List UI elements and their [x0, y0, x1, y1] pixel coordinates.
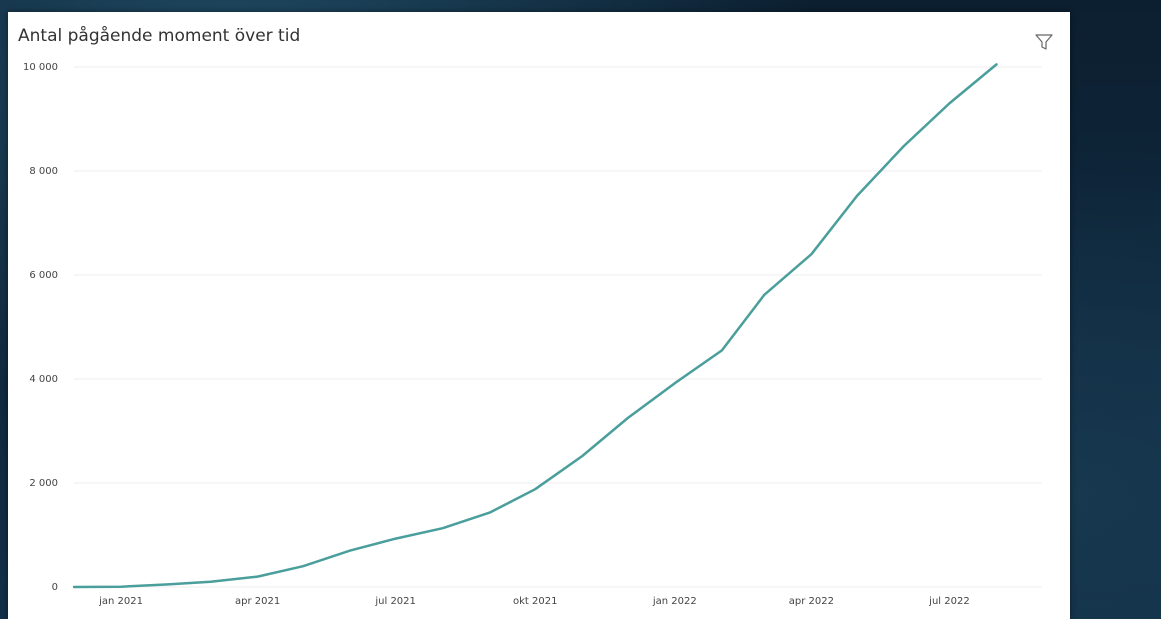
data-point	[947, 101, 951, 105]
data-point	[626, 416, 630, 420]
data-point	[855, 194, 859, 198]
x-tick-label: jul 2021	[374, 596, 416, 607]
x-tick-label: okt 2021	[513, 596, 557, 607]
y-tick-label: 4 000	[29, 374, 58, 385]
data-point	[348, 549, 352, 553]
data-point	[809, 252, 813, 256]
data-point	[119, 585, 123, 589]
y-tick-label: 6 000	[29, 270, 58, 281]
chart-card: Antal pågående moment över tid 0 2 000 4 0…	[8, 12, 1070, 619]
series-layer	[72, 62, 998, 589]
grid-lines	[74, 66, 1042, 588]
data-point	[720, 348, 724, 352]
data-point	[166, 582, 170, 586]
data-point	[994, 62, 998, 66]
data-point	[580, 454, 584, 458]
filter-icon[interactable]	[1034, 32, 1054, 52]
data-point	[902, 144, 906, 148]
data-point	[673, 381, 677, 385]
data-point	[762, 293, 766, 297]
data-point	[394, 537, 398, 541]
x-tick-label: jan 2021	[98, 596, 143, 607]
line-chart: 0 2 000 4 000 6 000 8 000 10 000 jan 2021 apr …	[23, 62, 1042, 607]
x-tick-label: jul 2022	[928, 596, 970, 607]
data-point	[533, 487, 537, 491]
data-point	[72, 585, 76, 589]
data-point	[256, 575, 260, 579]
data-point	[209, 580, 213, 584]
x-tick-label: apr 2022	[789, 596, 834, 607]
chart-title: Antal pågående moment över tid	[18, 26, 301, 46]
y-tick-label: 0	[52, 582, 58, 593]
x-tick-label: jan 2022	[652, 596, 697, 607]
x-tick-label: apr 2021	[235, 596, 280, 607]
y-axis-labels: 0 2 000 4 000 6 000 8 000 10 000	[23, 62, 58, 593]
data-point	[301, 564, 305, 568]
data-point	[488, 511, 492, 515]
y-tick-label: 8 000	[29, 166, 58, 177]
x-axis-labels: jan 2021 apr 2021 jul 2021 okt 2021 jan 2022…	[98, 596, 970, 607]
y-tick-label: 2 000	[29, 478, 58, 489]
series-line	[72, 63, 998, 589]
data-point	[441, 526, 445, 530]
y-tick-label: 10 000	[23, 62, 58, 73]
